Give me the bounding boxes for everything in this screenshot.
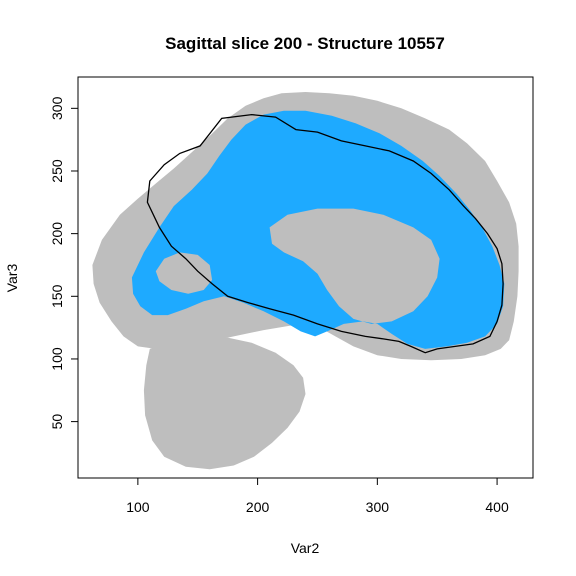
y-axis: 50 100 150 200 250 300 [49,96,79,430]
y-tick-label: 150 [49,284,65,308]
y-axis-label: Var3 [4,264,20,293]
y-tick-label: 250 [49,159,65,183]
white-matter-region [131,110,505,349]
y-tick-label: 50 [49,414,65,430]
x-axis: 100 200 300 400 [126,477,509,515]
cerebellum-region [143,337,306,470]
chart-title: Sagittal slice 200 - Structure 10557 [165,34,445,53]
y-tick-label: 300 [49,96,65,120]
x-tick-label: 200 [246,499,270,515]
x-tick-label: 100 [126,499,150,515]
y-tick-label: 200 [49,222,65,246]
x-axis-label: Var2 [291,540,320,556]
y-tick-label: 100 [49,347,65,371]
x-tick-label: 300 [366,499,390,515]
x-tick-label: 400 [485,499,509,515]
structure-outline [146,113,504,354]
